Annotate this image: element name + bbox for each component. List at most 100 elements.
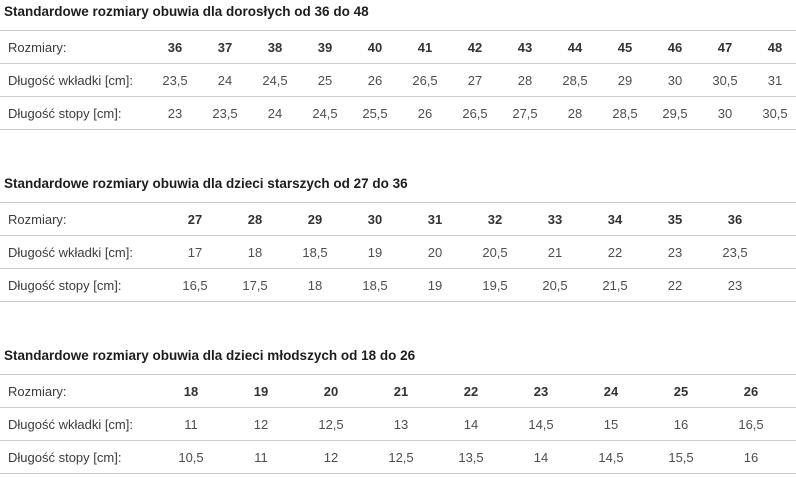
insole-length-value: 30,5 bbox=[712, 72, 738, 88]
size-value: 22 bbox=[463, 383, 479, 399]
insole-length-value: 11 bbox=[184, 416, 198, 432]
younger-children-sizes-title: Standardowe rozmiary obuwia dla dzieci m… bbox=[4, 348, 416, 363]
foot-length-value: 27,5 bbox=[512, 105, 538, 121]
insole-length-value: 18 bbox=[247, 244, 263, 260]
foot-length-value: 24,5 bbox=[312, 105, 338, 121]
insole-length-value: 14,5 bbox=[528, 416, 554, 432]
foot-length-value: 16 bbox=[743, 449, 759, 465]
size-value: 27 bbox=[187, 211, 203, 227]
insole-length-value: 28 bbox=[517, 72, 533, 88]
table-row: Rozmiary: 27 28 29 30 31 32 33 34 35 36 bbox=[0, 202, 796, 236]
insole-length-value: 18,5 bbox=[302, 244, 328, 260]
table-row: Rozmiary: 18 19 20 21 22 23 24 25 26 bbox=[0, 374, 796, 408]
table-row: Rozmiary: 36 37 38 39 40 41 42 43 44 45 46 47 48 bbox=[0, 30, 796, 64]
adult-sizes-title: Standardowe rozmiary obuwia dla dorosłyc… bbox=[4, 4, 369, 19]
insole-length-value: 31 bbox=[767, 72, 783, 88]
filler-cell bbox=[786, 375, 796, 408]
size-value: 46 bbox=[667, 39, 683, 55]
row-label: Rozmiary: bbox=[8, 383, 67, 399]
foot-length-value: 21,5 bbox=[602, 277, 628, 293]
foot-length-value: 18 bbox=[307, 277, 323, 293]
foot-length-value: 12 bbox=[323, 449, 339, 465]
foot-length-value: 10,5 bbox=[178, 449, 204, 465]
insole-length-value: 20,5 bbox=[482, 244, 508, 260]
insole-length-value: 21 bbox=[547, 244, 563, 260]
size-value: 28 bbox=[247, 211, 263, 227]
row-label: Długość wkładki [cm]: bbox=[8, 72, 133, 88]
size-value: 45 bbox=[617, 39, 633, 55]
size-value: 18 bbox=[183, 383, 199, 399]
foot-length-value: 28,5 bbox=[612, 105, 638, 121]
insole-length-value: 30 bbox=[667, 72, 683, 88]
filler-cell bbox=[786, 441, 796, 474]
foot-length-value: 17,5 bbox=[242, 277, 268, 293]
table-row: Długość wkładki [cm]: 17 18 18,5 19 20 20,5 21 2… bbox=[0, 235, 796, 269]
size-value: 19 bbox=[253, 383, 269, 399]
foot-length-value: 30,5 bbox=[762, 105, 788, 121]
size-value: 43 bbox=[517, 39, 533, 55]
size-value: 25 bbox=[673, 383, 689, 399]
size-value: 44 bbox=[567, 39, 583, 55]
size-value: 29 bbox=[307, 211, 323, 227]
table-row: Długość stopy [cm]: 10,5 11 12 12,5 13,5 14 14,… bbox=[0, 440, 796, 474]
insole-length-value: 23 bbox=[667, 244, 683, 260]
foot-length-value: 14,5 bbox=[598, 449, 624, 465]
row-label: Rozmiary: bbox=[8, 39, 67, 55]
table-row: Długość stopy [cm]: 23 23,5 24 24,5 25,5 26 26,… bbox=[0, 96, 796, 130]
size-value: 34 bbox=[607, 211, 623, 227]
foot-length-value: 20,5 bbox=[542, 277, 568, 293]
foot-length-value: 12,5 bbox=[388, 449, 414, 465]
size-value: 26 bbox=[743, 383, 759, 399]
insole-length-value: 15 bbox=[603, 416, 619, 432]
insole-length-value: 16,5 bbox=[738, 416, 764, 432]
foot-length-value: 26 bbox=[417, 105, 433, 121]
size-value: 35 bbox=[667, 211, 683, 227]
size-value: 47 bbox=[717, 39, 733, 55]
insole-length-value: 22 bbox=[607, 244, 623, 260]
filler-cell bbox=[765, 269, 796, 302]
size-value: 36 bbox=[727, 211, 743, 227]
foot-length-value: 19 bbox=[427, 277, 443, 293]
size-value: 20 bbox=[323, 383, 339, 399]
foot-length-value: 28 bbox=[567, 105, 583, 121]
foot-length-value: 23,5 bbox=[212, 105, 238, 121]
foot-length-value: 26,5 bbox=[462, 105, 488, 121]
insole-length-value: 20 bbox=[427, 244, 443, 260]
older-children-sizes-section: Standardowe rozmiary obuwia dla dzieci s… bbox=[0, 176, 796, 302]
insole-length-value: 24,5 bbox=[262, 72, 288, 88]
size-value: 48 bbox=[767, 39, 783, 55]
older-children-sizes-title: Standardowe rozmiary obuwia dla dzieci s… bbox=[4, 176, 408, 191]
foot-length-value: 13,5 bbox=[458, 449, 484, 465]
size-value: 42 bbox=[467, 39, 483, 55]
size-value: 30 bbox=[367, 211, 383, 227]
row-label: Długość stopy [cm]: bbox=[8, 277, 122, 293]
size-guide-page: Standardowe rozmiary obuwia dla dorosłyc… bbox=[0, 4, 796, 474]
row-label: Długość wkładki [cm]: bbox=[8, 244, 133, 260]
foot-length-value: 19,5 bbox=[482, 277, 508, 293]
row-label: Długość stopy [cm]: bbox=[8, 449, 122, 465]
insole-length-value: 13 bbox=[393, 416, 409, 432]
row-label: Długość stopy [cm]: bbox=[8, 105, 122, 121]
foot-length-value: 16,5 bbox=[182, 277, 208, 293]
foot-length-value: 23 bbox=[167, 105, 183, 121]
table-row: Długość wkładki [cm]: 11 12 12,5 13 14 14,5 15 1… bbox=[0, 407, 796, 441]
foot-length-value: 22 bbox=[667, 277, 683, 293]
older-children-sizes-table: Rozmiary: 27 28 29 30 31 32 33 34 35 36 Długość wkł… bbox=[0, 202, 796, 302]
adult-sizes-section: Standardowe rozmiary obuwia dla dorosłyc… bbox=[0, 4, 796, 130]
foot-length-value: 11 bbox=[254, 449, 268, 465]
size-value: 23 bbox=[533, 383, 549, 399]
insole-length-value: 14 bbox=[463, 416, 479, 432]
filler-cell bbox=[786, 408, 796, 441]
size-value: 32 bbox=[487, 211, 503, 227]
size-value: 21 bbox=[393, 383, 409, 399]
insole-length-value: 23,5 bbox=[162, 72, 188, 88]
row-label: Długość wkładki [cm]: bbox=[8, 416, 133, 432]
insole-length-value: 16 bbox=[673, 416, 689, 432]
foot-length-value: 23 bbox=[727, 277, 743, 293]
insole-length-value: 26,5 bbox=[412, 72, 438, 88]
foot-length-value: 18,5 bbox=[362, 277, 388, 293]
foot-length-value: 14 bbox=[533, 449, 549, 465]
filler-cell bbox=[765, 203, 796, 236]
size-value: 40 bbox=[367, 39, 383, 55]
size-value: 39 bbox=[317, 39, 333, 55]
